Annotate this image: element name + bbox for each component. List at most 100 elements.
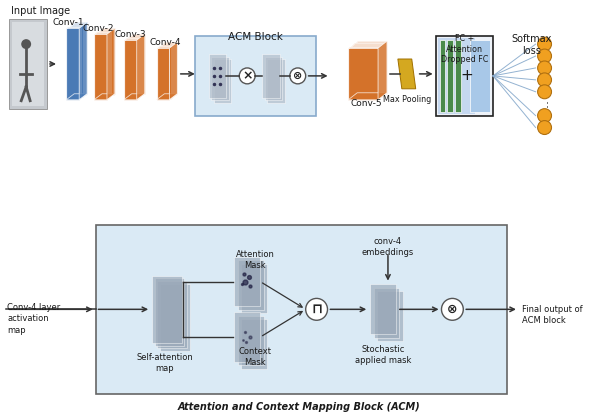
- Text: Context
Mask: Context Mask: [239, 347, 272, 367]
- Polygon shape: [378, 41, 387, 100]
- Polygon shape: [357, 41, 387, 93]
- Polygon shape: [71, 25, 84, 96]
- Circle shape: [538, 61, 551, 75]
- Polygon shape: [130, 36, 142, 95]
- FancyBboxPatch shape: [436, 36, 493, 116]
- Polygon shape: [124, 94, 145, 100]
- Text: FC +
Attention
Dropped FC: FC + Attention Dropped FC: [440, 34, 488, 64]
- FancyBboxPatch shape: [448, 40, 454, 112]
- Circle shape: [538, 120, 551, 135]
- Polygon shape: [74, 22, 87, 94]
- Polygon shape: [350, 46, 380, 98]
- Text: ACM Block: ACM Block: [227, 32, 283, 42]
- Text: Attention
Mask: Attention Mask: [236, 250, 275, 270]
- Polygon shape: [353, 44, 383, 96]
- Polygon shape: [67, 94, 87, 100]
- Polygon shape: [157, 48, 169, 100]
- Circle shape: [538, 109, 551, 122]
- Polygon shape: [159, 46, 172, 98]
- Circle shape: [538, 85, 551, 99]
- FancyBboxPatch shape: [470, 40, 490, 112]
- Polygon shape: [349, 93, 387, 100]
- Text: ×: ×: [242, 69, 253, 82]
- Text: conv-4
embeddings: conv-4 embeddings: [362, 237, 414, 257]
- Polygon shape: [160, 46, 173, 97]
- FancyBboxPatch shape: [95, 225, 507, 394]
- Text: Max Pooling: Max Pooling: [383, 95, 431, 104]
- FancyBboxPatch shape: [455, 40, 461, 112]
- Polygon shape: [67, 27, 80, 99]
- Polygon shape: [137, 34, 145, 100]
- Polygon shape: [94, 34, 107, 100]
- Polygon shape: [214, 59, 232, 103]
- Circle shape: [305, 298, 328, 320]
- Polygon shape: [72, 24, 85, 95]
- Polygon shape: [100, 30, 113, 95]
- Polygon shape: [211, 56, 229, 100]
- FancyBboxPatch shape: [194, 36, 316, 116]
- Polygon shape: [377, 291, 403, 341]
- Polygon shape: [169, 42, 178, 100]
- Polygon shape: [352, 45, 382, 97]
- Polygon shape: [70, 25, 83, 97]
- Polygon shape: [235, 312, 260, 362]
- Text: Attention and Context Mapping Block (ACM): Attention and Context Mapping Block (ACM…: [178, 402, 420, 412]
- Polygon shape: [241, 264, 267, 314]
- Polygon shape: [98, 31, 112, 96]
- Circle shape: [538, 49, 551, 63]
- Polygon shape: [241, 319, 267, 369]
- Text: Stochastic
applied mask: Stochastic applied mask: [355, 345, 411, 365]
- Polygon shape: [356, 42, 386, 94]
- Polygon shape: [127, 38, 140, 97]
- Polygon shape: [158, 47, 170, 99]
- Polygon shape: [101, 29, 114, 94]
- Polygon shape: [374, 288, 400, 338]
- FancyBboxPatch shape: [12, 22, 44, 106]
- Polygon shape: [157, 281, 187, 348]
- Polygon shape: [125, 39, 138, 99]
- Text: ...: ...: [538, 98, 551, 110]
- Polygon shape: [349, 48, 378, 100]
- FancyBboxPatch shape: [440, 40, 445, 112]
- Polygon shape: [94, 94, 115, 100]
- Polygon shape: [132, 34, 145, 94]
- Text: Conv-5: Conv-5: [350, 99, 382, 108]
- Text: Final output of
ACM block: Final output of ACM block: [522, 306, 583, 326]
- Polygon shape: [67, 28, 79, 100]
- Circle shape: [538, 73, 551, 87]
- Polygon shape: [238, 260, 263, 310]
- Polygon shape: [68, 26, 82, 98]
- Polygon shape: [160, 283, 190, 351]
- Polygon shape: [163, 43, 176, 94]
- Polygon shape: [209, 54, 226, 98]
- Polygon shape: [155, 278, 184, 346]
- Text: ⊗: ⊗: [293, 71, 302, 81]
- Polygon shape: [235, 257, 260, 306]
- Polygon shape: [238, 316, 263, 365]
- Polygon shape: [124, 40, 137, 100]
- Circle shape: [538, 37, 551, 51]
- Polygon shape: [354, 43, 384, 95]
- Polygon shape: [97, 32, 110, 97]
- FancyBboxPatch shape: [10, 19, 47, 109]
- Polygon shape: [131, 35, 143, 94]
- Polygon shape: [128, 37, 141, 96]
- Text: Conv-1: Conv-1: [53, 18, 85, 27]
- Polygon shape: [355, 43, 385, 94]
- Text: Input Image: Input Image: [11, 6, 70, 16]
- Polygon shape: [73, 23, 86, 94]
- Polygon shape: [351, 46, 381, 97]
- Polygon shape: [161, 45, 174, 96]
- Polygon shape: [97, 33, 109, 98]
- Polygon shape: [157, 94, 178, 100]
- Polygon shape: [152, 275, 182, 343]
- Polygon shape: [349, 47, 379, 99]
- Text: Conv-4: Conv-4: [149, 38, 181, 47]
- Polygon shape: [126, 38, 139, 98]
- Text: Conv-2: Conv-2: [83, 24, 114, 33]
- Text: Softmax
loss: Softmax loss: [511, 34, 552, 56]
- Text: Conv-3: Conv-3: [115, 30, 146, 39]
- Text: ⊓: ⊓: [311, 302, 322, 316]
- Circle shape: [290, 68, 305, 84]
- Polygon shape: [107, 28, 115, 100]
